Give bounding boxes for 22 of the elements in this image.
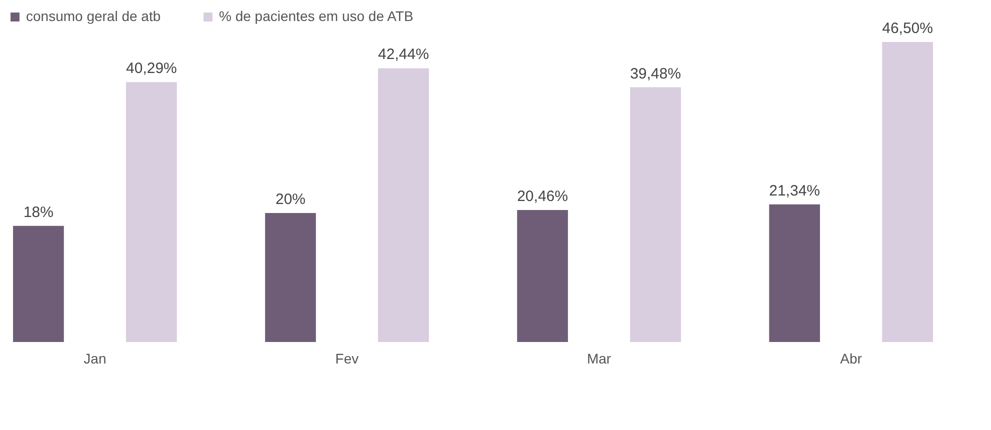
data-label: 21,34%	[769, 182, 820, 200]
bar	[13, 226, 64, 342]
x-tick-label: Abr	[840, 350, 862, 366]
bar	[769, 204, 820, 342]
data-label: 20%	[275, 190, 306, 208]
data-label: 18%	[23, 204, 54, 221]
x-tick-label: Fev	[335, 350, 359, 366]
bar	[630, 87, 681, 342]
legend-label: % de pacientes em uso de ATB	[219, 8, 414, 24]
bar	[126, 82, 177, 342]
legend-label: consumo geral de atb	[26, 8, 161, 24]
data-label: 20,46%	[517, 188, 568, 205]
data-label: 42,44%	[378, 46, 429, 64]
bar	[265, 212, 316, 342]
data-label: 39,48%	[630, 65, 681, 82]
data-label: 40,29%	[126, 60, 177, 78]
bar	[517, 210, 568, 342]
bar	[378, 68, 429, 342]
bar	[882, 42, 933, 342]
x-tick-label: Jan	[84, 350, 106, 366]
x-tick-label: Mar	[586, 350, 612, 366]
data-label: 46,50%	[882, 20, 933, 37]
